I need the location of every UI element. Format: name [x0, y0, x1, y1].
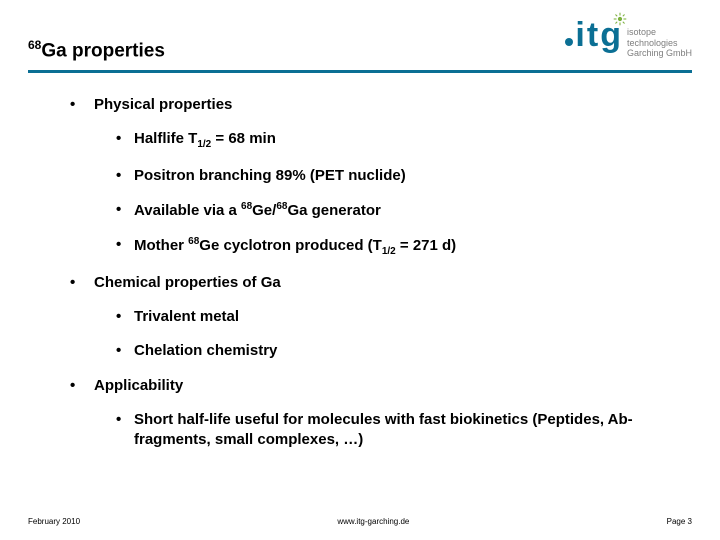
section-heading: Physical properties	[70, 95, 670, 115]
logo-subtitle: isotope technologies Garching GmbH	[627, 27, 692, 58]
sub-item: Halflife T1/2 = 68 min	[70, 129, 670, 152]
sub-item-text: Chelation chemistry	[134, 342, 277, 359]
sub-item: Available via a 68Ge/68Ga generator	[70, 200, 670, 221]
sub-list: Halflife T1/2 = 68 min Positron branching…	[70, 129, 670, 259]
logo-dot-icon	[565, 38, 573, 46]
bullet-list: Physical properties Halflife T1/2 = 68 mi…	[70, 95, 670, 450]
sub-item-text: Available via a 68Ge/68Ga generator	[134, 202, 381, 219]
title-text: Ga properties	[41, 40, 165, 61]
sub-item-text: Trivalent metal	[134, 308, 239, 325]
slide-header: 68Ga properties i t g isotope	[0, 0, 720, 68]
sub-item-text: Halflife T1/2 = 68 min	[134, 130, 276, 147]
section-heading: Chemical properties of Ga	[70, 273, 670, 293]
sub-item: Positron branching 89% (PET nuclide)	[70, 166, 670, 186]
logo-letter-i: i	[575, 18, 584, 52]
sub-list: Trivalent metal Chelation chemistry	[70, 307, 670, 362]
sub-item-text: Mother 68Ge cyclotron produced (T1/2 = 2…	[134, 237, 456, 254]
section-item: Physical properties Halflife T1/2 = 68 mi…	[70, 95, 670, 259]
sub-item-text: Positron branching 89% (PET nuclide)	[134, 167, 406, 184]
slide-footer: February 2010 www.itg-garching.de Page 3	[28, 517, 692, 526]
logo-line1: isotope	[627, 27, 692, 37]
section-item: Applicability Short half-life useful for …	[70, 376, 670, 451]
sub-item: Trivalent metal	[70, 307, 670, 327]
logo-letter-t: t	[587, 18, 598, 52]
section-heading: Applicability	[70, 376, 670, 396]
section-item: Chemical properties of Ga Trivalent metal…	[70, 273, 670, 362]
sub-list: Short half-life useful for molecules wit…	[70, 410, 670, 451]
footer-url: www.itg-garching.de	[337, 517, 409, 526]
sub-item: Mother 68Ge cyclotron produced (T1/2 = 2…	[70, 235, 670, 259]
sub-item: Chelation chemistry	[70, 341, 670, 361]
slide-content: Physical properties Halflife T1/2 = 68 mi…	[0, 73, 720, 450]
sub-item-text: Short half-life useful for molecules wit…	[134, 411, 633, 448]
sub-item: Short half-life useful for molecules wit…	[70, 410, 670, 451]
sun-icon	[613, 12, 627, 26]
company-logo: i t g isotope technologies Garching GmbH	[565, 18, 692, 68]
page-title: 68Ga properties	[28, 38, 165, 68]
footer-page: Page 3	[667, 517, 692, 526]
logo-mark: i t g	[565, 18, 621, 68]
logo-line3: Garching GmbH	[627, 48, 692, 58]
footer-date: February 2010	[28, 517, 80, 526]
logo-line2: technologies	[627, 38, 692, 48]
title-superscript: 68	[28, 38, 41, 52]
